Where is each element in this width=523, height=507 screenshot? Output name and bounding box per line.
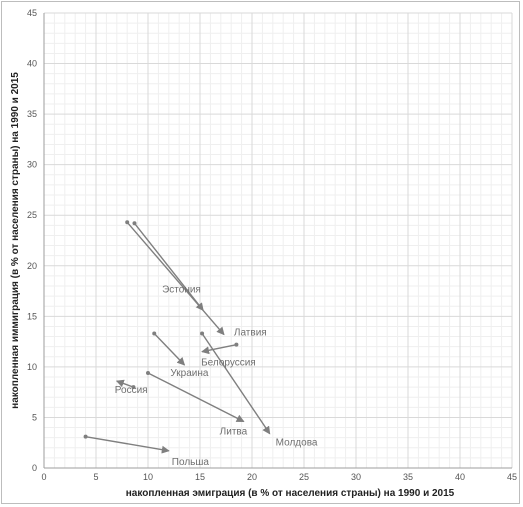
migration-arrow [147,372,245,423]
y-tick-label: 10 [27,362,37,372]
country-label: Эстония [162,284,201,295]
x-tick-label: 40 [455,472,465,482]
grid [44,12,513,468]
y-tick-label: 40 [27,59,37,69]
country-label: Россия [115,385,148,396]
migration-arrow [115,379,134,388]
migration-arrow [201,333,271,435]
y-tick-label: 15 [27,311,37,321]
country-label: Украина [170,368,209,379]
x-tick-label: 0 [41,472,46,482]
y-tick-label: 45 [27,8,37,18]
country-label: Латвия [234,328,267,339]
migration-arrow [126,221,225,336]
migration-arrow [133,222,204,312]
start-point [132,221,137,226]
x-tick-label: 45 [507,472,517,482]
country-label: Польша [172,457,210,468]
y-tick-label: 5 [32,412,37,422]
x-tick-label: 20 [247,472,257,482]
x-tick-label: 10 [143,472,153,482]
start-point [200,331,205,336]
country-label: Белоруссия [201,358,256,369]
start-point [125,220,130,225]
y-tick-label: 20 [27,261,37,271]
migration-arrow [201,343,237,355]
migration-arrow [85,435,170,454]
y-tick-label: 30 [27,160,37,170]
x-tick-label: 5 [93,472,98,482]
start-point [152,331,157,336]
y-tick-label: 35 [27,109,37,119]
y-axis-title: накопленная иммиграция (в % от населения… [10,72,21,409]
country-label: Литва [220,426,248,437]
start-point [131,385,136,390]
data-marks [83,220,271,454]
start-point [146,370,150,375]
migration-arrow [153,333,186,366]
country-label: Молдова [276,438,318,449]
x-tick-label: 30 [351,472,361,482]
x-tick-label: 35 [403,472,413,482]
axes: 0 5 10 15 20 25 30 35 40 45 0 5 10 15 20 25 30 35 40 45 [27,8,517,482]
y-tick-label: 0 [32,463,37,473]
x-tick-label: 15 [195,472,205,482]
start-point [234,342,239,347]
start-point [83,434,88,439]
x-tick-label: 25 [299,472,309,482]
y-tick-label: 25 [27,210,37,220]
x-axis-title: накопленная эмиграция (в % от населения … [126,488,455,499]
